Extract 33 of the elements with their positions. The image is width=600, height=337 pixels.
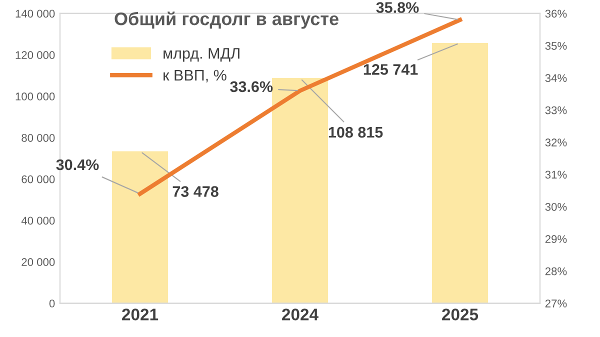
bar: [112, 151, 168, 304]
y-tick-label: 80 000: [22, 134, 55, 142]
bar: [272, 78, 328, 304]
y-tick-label: 140 000: [16, 10, 55, 18]
legend-label: к ВВП, %: [164, 70, 226, 82]
y2-tick-label: 36%: [545, 10, 567, 18]
x-tick-label: 2021: [122, 308, 158, 320]
y-tick-label: 0: [49, 300, 55, 308]
data-label: 33.6%: [230, 81, 273, 92]
y2-tick-label: 29%: [545, 235, 567, 244]
y-tick-label: 120 000: [16, 51, 55, 60]
y2-tick-label: 30%: [545, 202, 567, 211]
y-tick-label: 20 000: [22, 258, 55, 266]
y2-tick-label: 35%: [545, 42, 567, 50]
y-tick-label: 100 000: [16, 92, 55, 100]
data-label: 35.8%: [376, 2, 419, 13]
data-label: 30.4%: [56, 159, 99, 170]
y2-tick-label: 28%: [545, 267, 567, 276]
y2-tick-label: 27%: [545, 300, 567, 308]
y2-tick-label: 32%: [545, 138, 567, 146]
y2-tick-label: 34%: [545, 74, 567, 82]
bar: [432, 43, 488, 304]
y2-tick-label: 31%: [545, 170, 567, 179]
x-tick-label: 2025: [442, 308, 478, 320]
y-tick-label: 40 000: [21, 216, 55, 225]
data-label: 108 815: [328, 126, 383, 138]
y2-tick-label: 33%: [545, 106, 567, 114]
data-label: 73 478: [172, 186, 218, 197]
x-tick-label: 2024: [282, 308, 318, 320]
chart-title: Общий госдолг в августе: [114, 12, 338, 29]
y-tick-label: 60 000: [22, 175, 55, 184]
legend-label: млрд. МДЛ: [164, 48, 240, 62]
data-label: 125 741: [364, 64, 418, 75]
